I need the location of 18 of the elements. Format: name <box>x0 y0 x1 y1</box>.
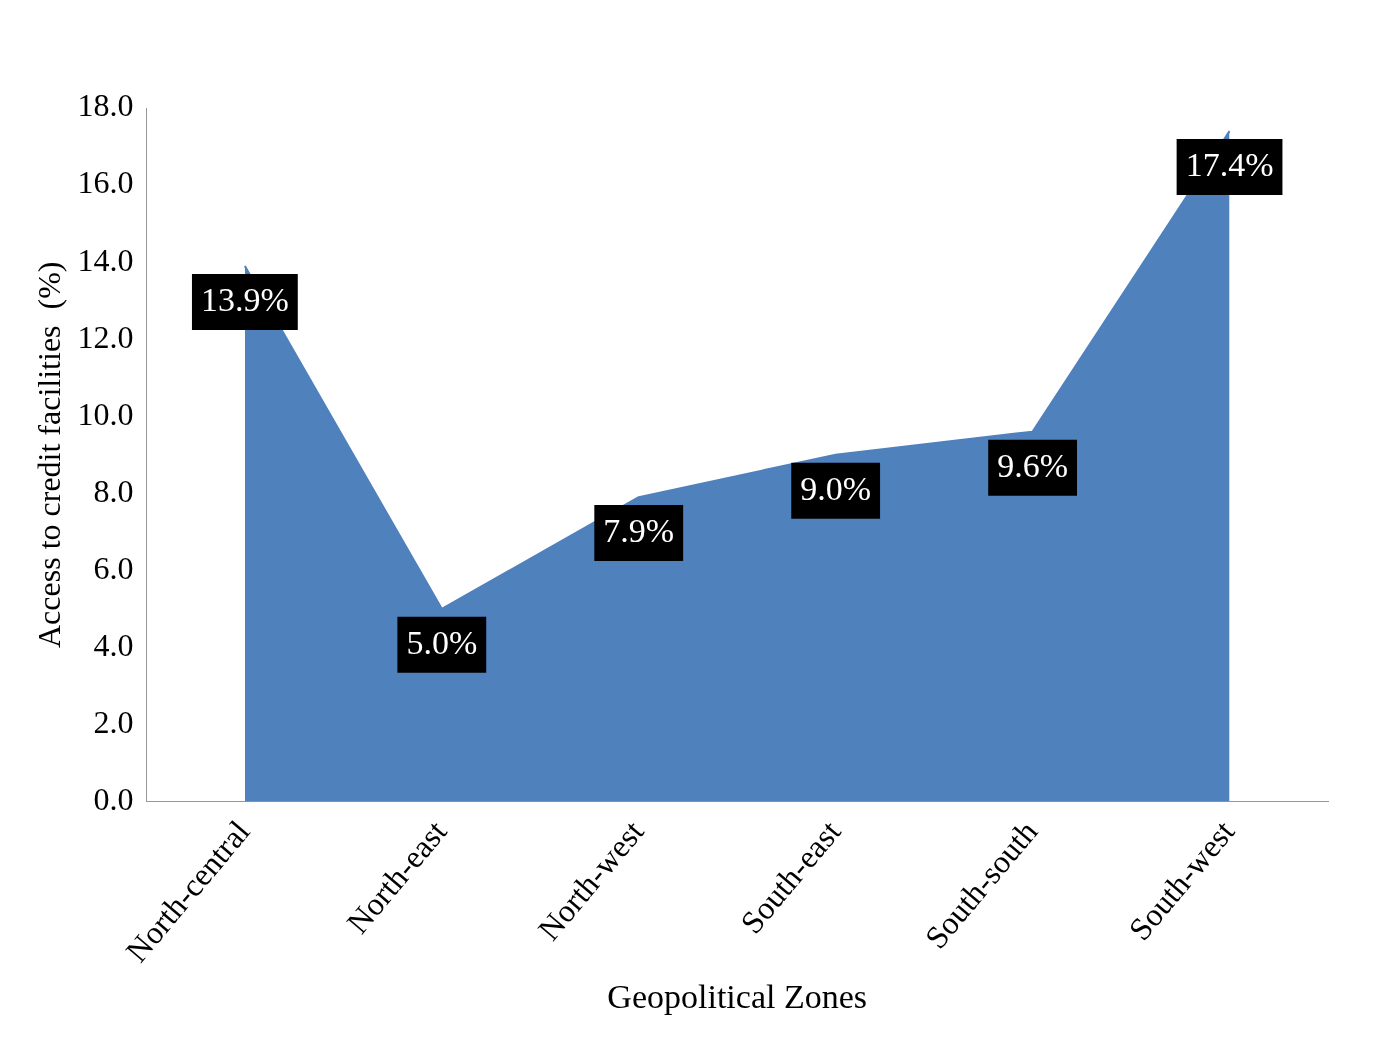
y-tick-label: 4.0 <box>93 626 134 663</box>
data-label: 5.0% <box>406 623 478 661</box>
y-tick-label: 16.0 <box>77 164 134 201</box>
data-label: 9.6% <box>997 446 1069 484</box>
data-label: 7.9% <box>603 512 675 550</box>
y-axis-title: Access to credit facilities (%) <box>30 261 67 648</box>
data-label: 13.9% <box>200 280 289 318</box>
y-tick-label: 2.0 <box>93 703 134 740</box>
y-tick-label: 0.0 <box>93 780 134 817</box>
data-label: 9.0% <box>800 469 872 507</box>
data-label: 17.4% <box>1185 146 1274 184</box>
y-tick-label: 10.0 <box>77 395 134 432</box>
x-axis-title: Geopolitical Zones <box>607 977 868 1015</box>
y-tick-label: 18.0 <box>77 87 134 124</box>
y-tick-label: 8.0 <box>93 472 134 509</box>
y-tick-label: 12.0 <box>77 318 134 355</box>
y-tick-label: 6.0 <box>93 549 134 586</box>
y-tick-label: 14.0 <box>77 241 134 278</box>
